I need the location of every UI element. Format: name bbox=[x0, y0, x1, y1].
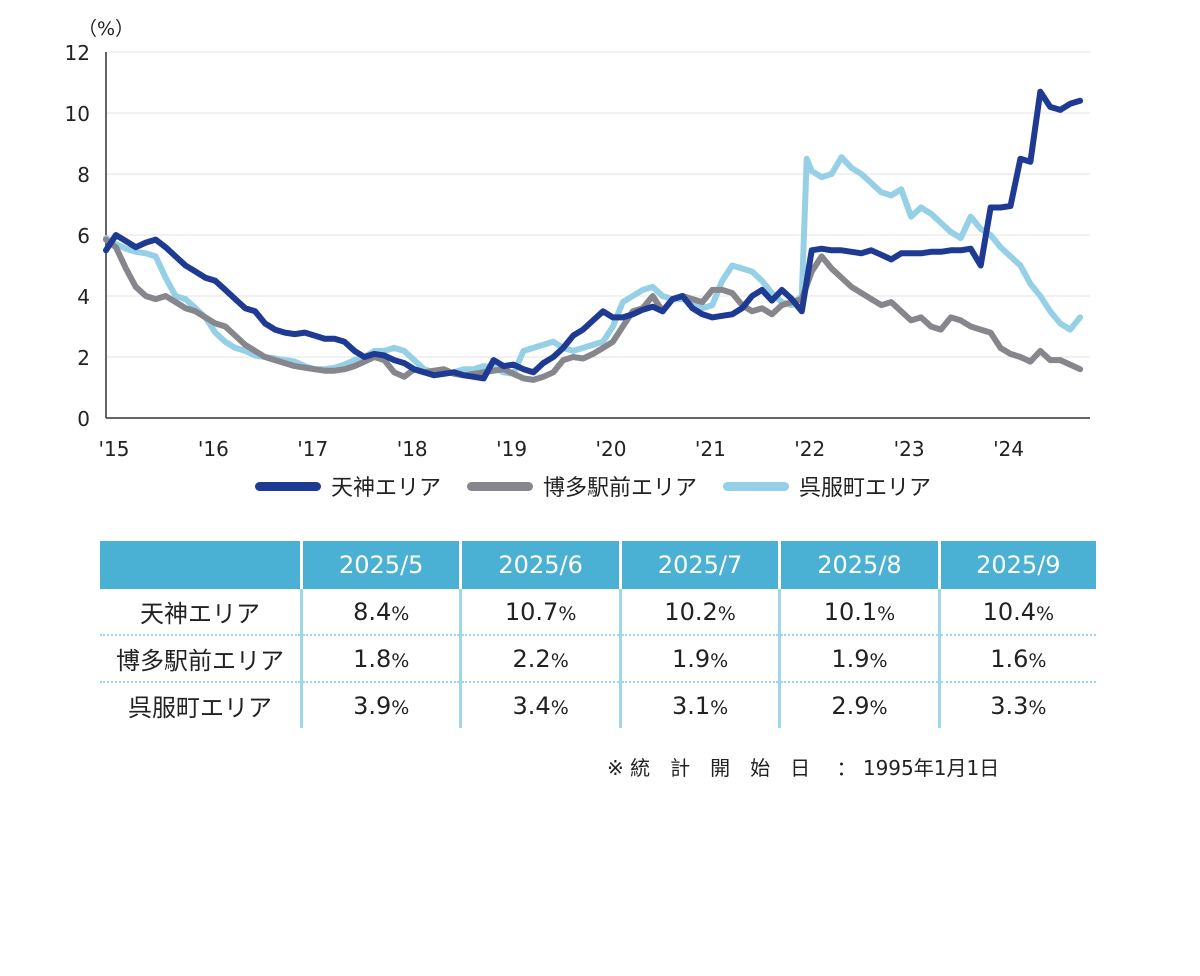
cell-unit: % bbox=[710, 649, 729, 672]
series-line bbox=[103, 236, 1084, 383]
series-line bbox=[103, 154, 1084, 377]
x-tick-label: '21 bbox=[695, 437, 726, 461]
legend-label: 呉服町エリア bbox=[799, 476, 932, 501]
table-cell: 10.7% bbox=[459, 589, 621, 635]
series-lines bbox=[103, 88, 1084, 383]
cell-unit: % bbox=[869, 696, 888, 719]
y-tick-label: 8 bbox=[77, 163, 90, 187]
legend-item: 博多駅前エリア bbox=[467, 470, 697, 502]
table-cell: 1.9% bbox=[778, 634, 940, 682]
table-cell: 1.8% bbox=[299, 634, 461, 682]
table-cell: 2.9% bbox=[778, 681, 940, 728]
table-header-row: 2025/5 2025/6 2025/7 2025/8 2025/9 bbox=[100, 541, 1096, 589]
legend-swatch bbox=[723, 481, 790, 491]
cell-unit: % bbox=[391, 649, 410, 672]
table-row: 呉服町エリア 3.9% 3.4% 3.1% 2.9% 3.3% bbox=[100, 681, 1096, 728]
cell-value: 1.9 bbox=[671, 644, 711, 673]
table-cell: 3.4% bbox=[459, 681, 621, 728]
cell-value: 8.4 bbox=[353, 597, 392, 626]
footnote-mark: ※ bbox=[607, 756, 624, 780]
x-tick-label: '17 bbox=[297, 437, 328, 461]
table-corner-cell bbox=[100, 541, 302, 589]
legend-swatch bbox=[255, 481, 321, 491]
table-cell: 10.4% bbox=[937, 589, 1096, 635]
footnote-label: 統計開始日 bbox=[630, 756, 831, 780]
x-tick-label: '19 bbox=[496, 437, 527, 461]
x-tick-label: '23 bbox=[894, 437, 925, 461]
legend: 天神エリア 博多駅前エリア 呉服町エリア bbox=[255, 470, 957, 502]
cell-value: 1.6 bbox=[990, 644, 1029, 673]
column-header: 2025/7 bbox=[618, 541, 780, 589]
cell-value: 10.2 bbox=[664, 597, 718, 626]
table-cell: 3.9% bbox=[299, 681, 461, 728]
cell-unit: % bbox=[717, 602, 736, 625]
table-row: 博多駅前エリア 1.8% 2.2% 1.9% 1.9% 1.6% bbox=[100, 634, 1096, 682]
cell-unit: % bbox=[550, 649, 569, 672]
table-cell: 1.9% bbox=[618, 634, 780, 682]
x-tick-label: '16 bbox=[198, 437, 229, 461]
cell-unit: % bbox=[550, 696, 569, 719]
table-cell: 1.6% bbox=[937, 634, 1096, 682]
y-tick-label: 6 bbox=[77, 224, 90, 248]
cell-unit: % bbox=[558, 602, 577, 625]
cell-value: 3.9 bbox=[353, 691, 392, 720]
y-tick-label: 4 bbox=[77, 285, 90, 309]
column-header: 2025/8 bbox=[778, 541, 940, 589]
y-tick-label: 2 bbox=[77, 346, 90, 370]
cell-value: 10.4 bbox=[982, 597, 1037, 626]
y-tick-label: 10 bbox=[65, 102, 90, 126]
cell-value: 10.7 bbox=[504, 597, 559, 626]
series-line bbox=[103, 88, 1084, 382]
cell-value: 3.1 bbox=[671, 691, 711, 720]
table-row: 天神エリア 8.4% 10.7% 10.2% 10.1% 10.4% bbox=[100, 589, 1096, 635]
row-label: 博多駅前エリア bbox=[100, 634, 302, 682]
cell-unit: % bbox=[391, 602, 410, 625]
y-axis-label: （%） bbox=[78, 18, 134, 40]
line-chart: 024681012'15'16'17'18'19'20'21'22'23'24 … bbox=[65, 18, 1090, 461]
y-tick-label: 12 bbox=[65, 41, 90, 65]
vacancy-rate-table: 2025/5 2025/6 2025/7 2025/8 2025/9 天神エリア… bbox=[100, 541, 1096, 728]
footnote: ※ 統計開始日 ： 1995年1月1日 bbox=[607, 752, 999, 781]
cell-unit: % bbox=[391, 696, 410, 719]
x-tick-label: '24 bbox=[993, 437, 1024, 461]
legend-item: 呉服町エリア bbox=[723, 470, 931, 502]
cell-value: 2.2 bbox=[512, 644, 551, 673]
grid-lines bbox=[106, 51, 1090, 358]
cell-value: 10.1 bbox=[823, 597, 878, 626]
cell-unit: % bbox=[1028, 649, 1047, 672]
table-cell: 10.2% bbox=[618, 589, 780, 635]
x-tick-label: '20 bbox=[595, 437, 626, 461]
cell-value: 2.9 bbox=[831, 691, 870, 720]
table-cell: 3.1% bbox=[618, 681, 780, 728]
footnote-separator: ： bbox=[836, 756, 857, 780]
cell-value: 1.8 bbox=[353, 644, 392, 673]
table-cell: 8.4% bbox=[299, 589, 461, 635]
legend-item: 天神エリア bbox=[255, 470, 441, 502]
column-header: 2025/5 bbox=[299, 541, 461, 589]
column-header: 2025/6 bbox=[459, 541, 621, 589]
x-tick-label: '22 bbox=[794, 437, 825, 461]
cell-unit: % bbox=[869, 649, 888, 672]
legend-label: 博多駅前エリア bbox=[543, 476, 698, 501]
x-tick-label: '18 bbox=[397, 437, 428, 461]
legend-label: 天神エリア bbox=[331, 476, 442, 501]
cell-value: 3.3 bbox=[990, 691, 1029, 720]
legend-swatch bbox=[467, 481, 534, 491]
cell-unit: % bbox=[1028, 696, 1047, 719]
footnote-date: 1995年1月1日 bbox=[862, 756, 1000, 780]
table-cell: 2.2% bbox=[459, 634, 621, 682]
cell-value: 1.9 bbox=[831, 644, 870, 673]
axes: 0 2 4 6 8 10 12 '15 '16 '17 '18 '19 '20 '21 '22 '23 '24 bbox=[65, 41, 1090, 461]
cell-unit: % bbox=[710, 696, 729, 719]
table-cell: 10.1% bbox=[778, 589, 940, 635]
cell-value: 3.4 bbox=[512, 691, 551, 720]
cell-unit: % bbox=[877, 602, 896, 625]
y-tick-label: 0 bbox=[77, 407, 90, 431]
x-tick-label: '15 bbox=[99, 437, 130, 461]
cell-unit: % bbox=[1036, 602, 1055, 625]
column-header: 2025/9 bbox=[937, 541, 1096, 589]
row-label: 天神エリア bbox=[140, 600, 260, 628]
row-label: 呉服町エリア bbox=[100, 681, 302, 728]
table-cell: 3.3% bbox=[937, 681, 1096, 728]
